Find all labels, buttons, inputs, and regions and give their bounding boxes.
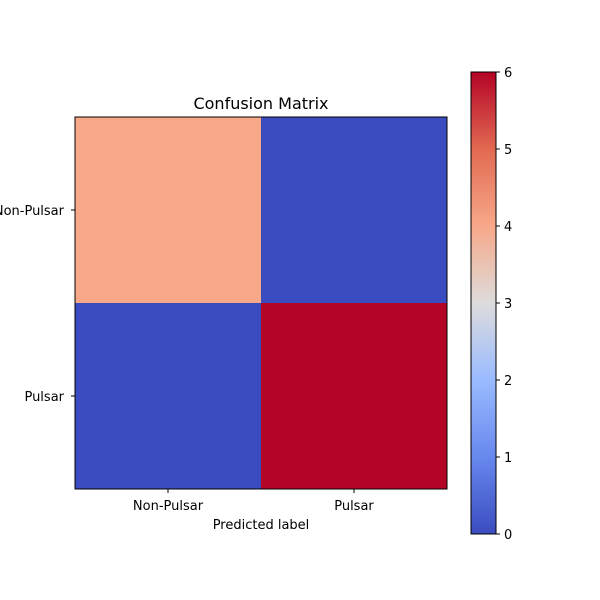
colorbar-tick-label: 5	[504, 143, 512, 158]
colorbar-tick-label: 6	[504, 66, 512, 81]
colorbar-tick-label: 3	[504, 297, 512, 312]
heatmap-cell-r1-c0	[75, 303, 261, 489]
colorbar-tick-label: 4	[504, 220, 512, 235]
y-tick-label: Pulsar	[24, 390, 64, 405]
colorbar-tick-label: 0	[504, 528, 512, 543]
y-tick-label: Non-Pulsar	[0, 204, 65, 219]
heatmap-cells	[75, 117, 447, 489]
x-tick-label: Non-Pulsar	[133, 499, 204, 514]
heatmap-cell-r0-c0	[75, 117, 261, 303]
colorbar-tick-label: 2	[504, 374, 512, 389]
colorbar	[470, 71, 497, 535]
colorbar-tick-label: 1	[504, 451, 512, 466]
heatmap-cell-r0-c1	[261, 117, 447, 303]
x-axis-ticks: Non-Pulsar Pulsar	[133, 489, 374, 514]
chart-title: Confusion Matrix	[193, 94, 328, 113]
y-axis-ticks: Non-Pulsar Pulsar	[0, 204, 75, 405]
colorbar-ticks: 0 1 2 3 4 5 6	[496, 66, 512, 543]
x-tick-label: Pulsar	[334, 499, 374, 514]
plot-frame	[74, 116, 448, 490]
x-axis-label: Predicted label	[213, 518, 310, 533]
heatmap-cell-r1-c1	[261, 303, 447, 489]
